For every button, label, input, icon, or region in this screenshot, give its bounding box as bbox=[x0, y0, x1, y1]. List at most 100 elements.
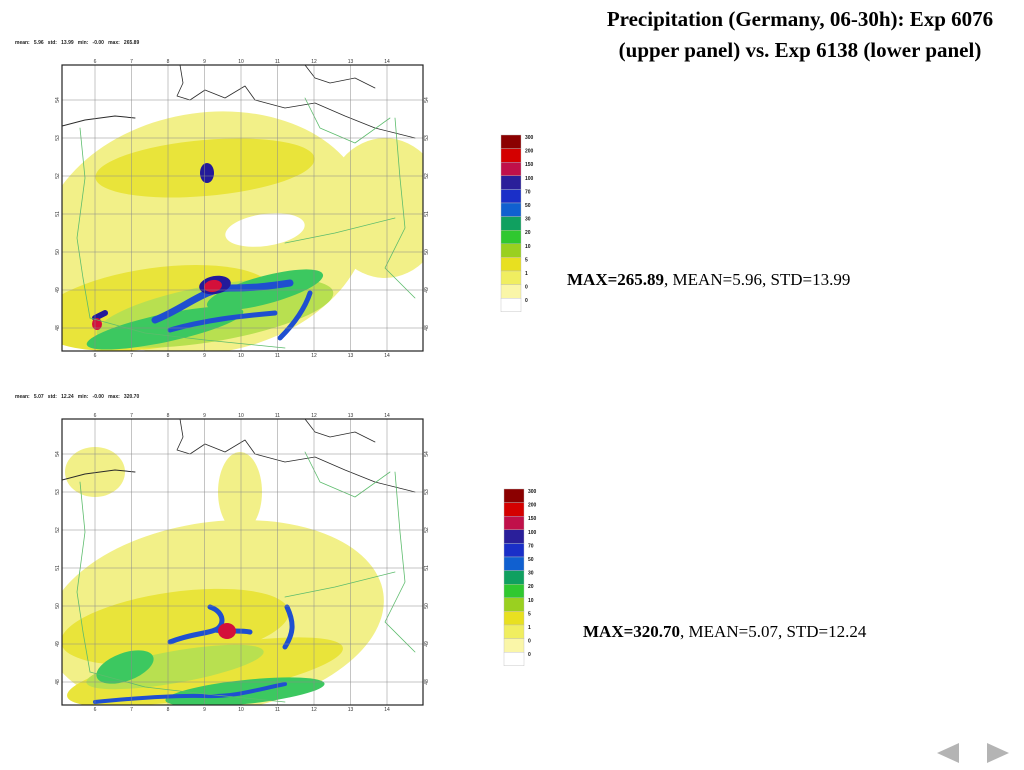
coastline-path bbox=[176, 419, 416, 493]
lat-tick-label: 48 bbox=[424, 325, 430, 331]
legend-swatch bbox=[503, 638, 525, 653]
legend-swatch bbox=[503, 556, 525, 571]
legend-level-label: 5 bbox=[525, 257, 528, 263]
heavy-precip-band bbox=[93, 682, 287, 704]
border-path bbox=[384, 117, 416, 299]
coastline-path bbox=[62, 469, 136, 481]
legend-swatch bbox=[500, 270, 522, 285]
lon-tick-label: 12 bbox=[311, 707, 317, 712]
lat-tick-label: 54 bbox=[55, 97, 61, 103]
legend-level-label: 0 bbox=[528, 639, 531, 645]
border-path bbox=[89, 671, 286, 703]
lat-tick-label: 48 bbox=[55, 325, 61, 331]
lon-tick-label: 14 bbox=[384, 413, 390, 419]
legend-level-label: 0 bbox=[528, 652, 531, 658]
lower-panel-stats: MAX=320.70, MEAN=5.07, STD=12.24 bbox=[583, 622, 866, 642]
lower-max-value: MAX=320.70 bbox=[583, 622, 681, 641]
lon-tick-label: 11 bbox=[275, 707, 280, 712]
lat-tick-label: 53 bbox=[424, 135, 430, 141]
legend-level-label: 10 bbox=[528, 598, 534, 604]
legend-swatch bbox=[500, 297, 522, 312]
lat-tick-label: 53 bbox=[424, 489, 430, 495]
lon-tick-label: 6 bbox=[94, 59, 97, 65]
triangle-left-icon bbox=[937, 743, 959, 763]
lower-color-legend: 300 200 150 100 70 50 30 20 10 5 1 0 0 bbox=[503, 488, 543, 674]
lon-tick-label: 10 bbox=[238, 59, 244, 65]
lon-tick-label: 6 bbox=[94, 353, 97, 358]
legend-swatch bbox=[503, 570, 525, 585]
legend-swatch bbox=[500, 257, 522, 272]
legend-level-label: 50 bbox=[528, 557, 534, 563]
lon-tick-label: 7 bbox=[130, 413, 133, 419]
lon-tick-label: 12 bbox=[311, 413, 317, 419]
lat-tick-label: 52 bbox=[55, 173, 61, 179]
upper-precipitation-map: 6 6 7 7 8 8 9 9 10 10 11 11 12 12 13 13 14 14 54 54 53 53 52 52… bbox=[55, 58, 430, 358]
dry-area bbox=[225, 213, 305, 247]
map-canvas: 6 6 7 7 8 8 9 9 10 10 11 11 12 12 13 13 14 14 54 54 53 53 52 52… bbox=[55, 412, 430, 712]
extreme-precip-cell bbox=[204, 279, 222, 293]
lat-tick-label: 52 bbox=[55, 527, 61, 533]
lon-tick-label: 8 bbox=[167, 353, 170, 358]
lat-tick-label: 51 bbox=[55, 565, 61, 571]
lon-tick-label: 8 bbox=[167, 59, 170, 65]
legend-swatch bbox=[503, 529, 525, 544]
slide-title: Precipitation (Germany, 06-30h): Exp 607… bbox=[606, 7, 994, 62]
lat-tick-label: 51 bbox=[424, 565, 430, 571]
map-frame bbox=[61, 64, 424, 352]
previous-slide-button[interactable] bbox=[935, 741, 961, 765]
heavy-precip-band bbox=[151, 279, 294, 324]
border-path bbox=[304, 451, 391, 498]
legend-swatch bbox=[503, 611, 525, 626]
border-path bbox=[76, 481, 91, 673]
lon-tick-label: 11 bbox=[275, 59, 280, 65]
lat-tick-label: 52 bbox=[424, 527, 430, 533]
legend-level-label: 0 bbox=[525, 298, 528, 304]
lon-tick-label: 10 bbox=[238, 413, 244, 419]
lon-tick-label: 6 bbox=[94, 707, 97, 712]
lon-tick-label: 7 bbox=[130, 707, 133, 712]
heavy-precip-cell bbox=[200, 163, 214, 183]
legend-swatch bbox=[503, 488, 525, 503]
legend-level-label: 300 bbox=[525, 135, 534, 141]
upper-color-legend: 300 200 150 100 70 50 30 20 10 5 1 0 0 bbox=[500, 134, 540, 320]
legend-swatch bbox=[503, 516, 525, 531]
legend-level-label: 10 bbox=[525, 244, 531, 250]
legend-swatch bbox=[500, 216, 522, 231]
legend-swatch bbox=[503, 597, 525, 612]
light-precip-area bbox=[325, 138, 423, 278]
legend-level-label: 1 bbox=[525, 271, 528, 277]
lat-tick-label: 49 bbox=[424, 641, 430, 647]
legend-level-label: 0 bbox=[525, 285, 528, 291]
lon-tick-label: 12 bbox=[311, 353, 317, 358]
lon-tick-label: 11 bbox=[275, 353, 280, 358]
legend-swatch bbox=[500, 134, 522, 149]
legend-swatch bbox=[500, 175, 522, 190]
legend-level-label: 150 bbox=[528, 516, 537, 522]
heavy-precip-band bbox=[167, 310, 278, 333]
country-border bbox=[76, 97, 416, 349]
triangle-right-icon bbox=[987, 743, 1009, 763]
coastline bbox=[62, 65, 416, 139]
heavy-precip-band bbox=[277, 290, 313, 341]
legend-swatch bbox=[503, 624, 525, 639]
lon-tick-label: 9 bbox=[203, 707, 206, 712]
upper-panel-header: mean: 5.96 std: 13.99 min: -0.00 max: 26… bbox=[15, 40, 140, 46]
legend-swatch bbox=[500, 284, 522, 299]
legend-level-label: 30 bbox=[528, 571, 534, 577]
upper-max-value: MAX=265.89 bbox=[567, 270, 665, 289]
lat-tick-label: 50 bbox=[55, 249, 61, 255]
extreme-precip-cell bbox=[218, 623, 236, 639]
lat-lon-grid bbox=[62, 419, 423, 705]
legend-swatch bbox=[503, 543, 525, 558]
coastline bbox=[62, 419, 416, 493]
lon-tick-label: 14 bbox=[384, 353, 390, 358]
coastline-path bbox=[62, 115, 136, 127]
lat-tick-label: 51 bbox=[424, 211, 430, 217]
next-slide-button[interactable] bbox=[985, 741, 1011, 765]
legend-level-label: 70 bbox=[525, 189, 531, 195]
lon-tick-label: 9 bbox=[203, 353, 206, 358]
coastline-path bbox=[304, 419, 376, 443]
legend-swatch bbox=[503, 583, 525, 598]
lat-tick-label: 49 bbox=[424, 287, 430, 293]
